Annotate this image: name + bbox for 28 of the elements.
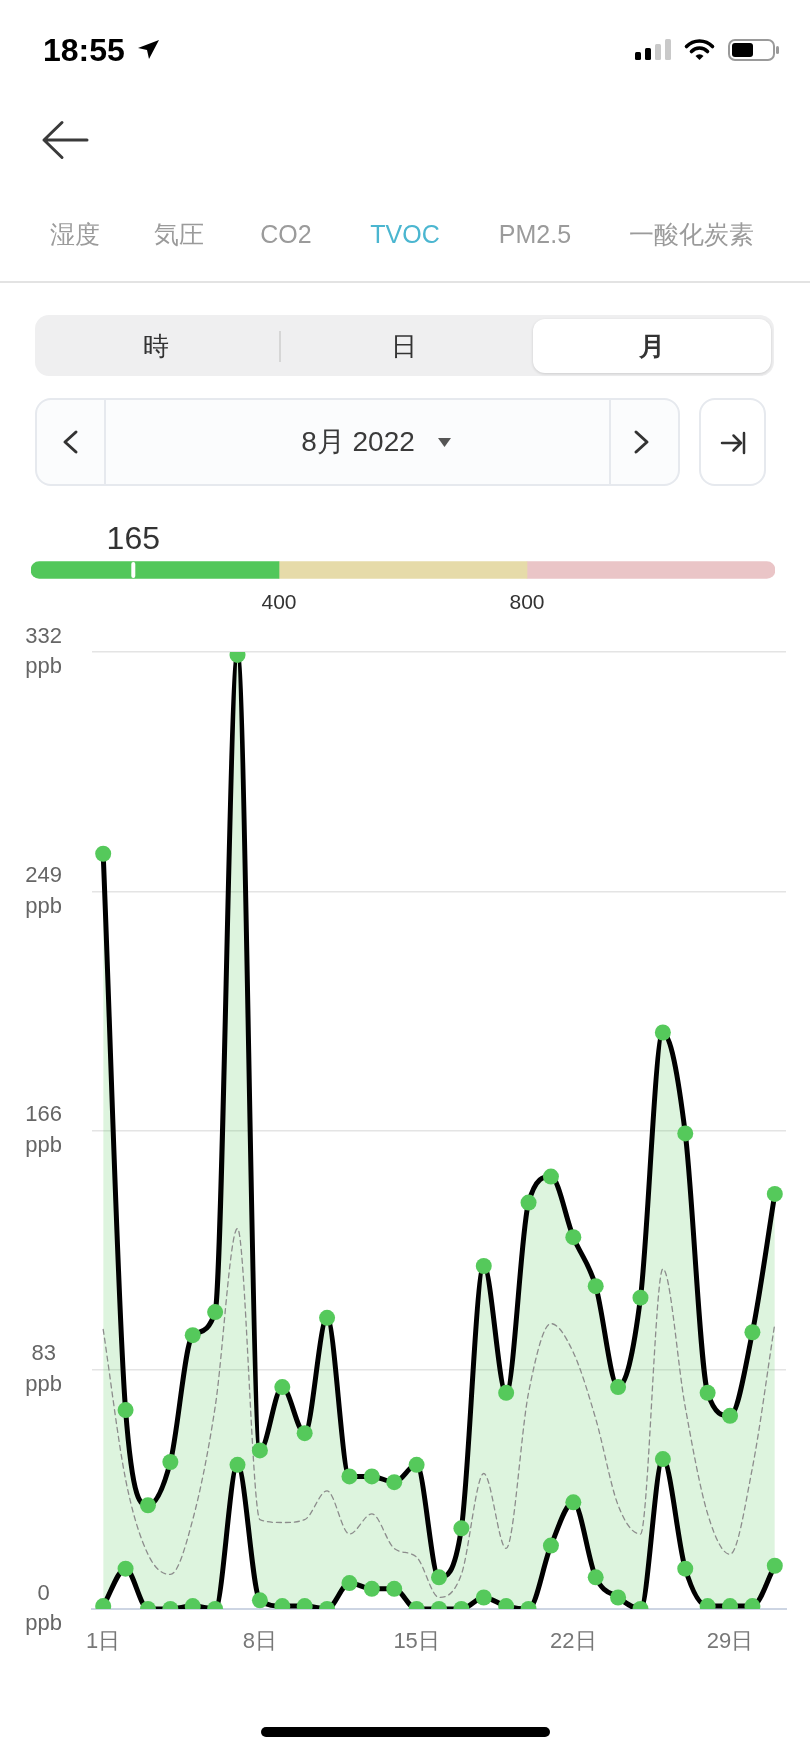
text: 一酸化炭素 [628,219,754,248]
x-tick-label: 8日 [242,1628,278,1654]
y-tick-label: 0 ppb [25,1579,63,1636]
text: 時 [143,331,169,361]
text: 気圧 [154,219,204,248]
y-tick-label: 83 ppb [25,1340,63,1397]
x-tick-label: 15日 [393,1628,440,1654]
text: 18:55 [43,32,125,68]
text: 8月 2022 [301,426,415,457]
text: 湿度 [50,219,100,248]
bar [31,561,280,579]
y-tick-label: 166 ppb [25,1101,63,1157]
line-series [102,1227,776,1599]
ref-line-label: 165 [106,519,160,556]
y-tick-label: 249 ppb [25,861,63,918]
text: PM2.5 [498,219,572,248]
x-tick-label: 1日 [86,1628,121,1654]
bar [526,561,775,579]
text: TVOC [370,219,440,248]
x-tick-label: 22日 [550,1628,597,1654]
text: CO2 [260,219,312,248]
text: 月 [639,331,665,361]
x-tick-label: 29日 [706,1628,754,1654]
y-tick-label: 332 ppb [25,622,63,679]
text: 日 [391,331,417,361]
bar [278,561,528,579]
x-tick-label: 400 [261,590,297,614]
x-tick-label: 800 [509,590,545,614]
